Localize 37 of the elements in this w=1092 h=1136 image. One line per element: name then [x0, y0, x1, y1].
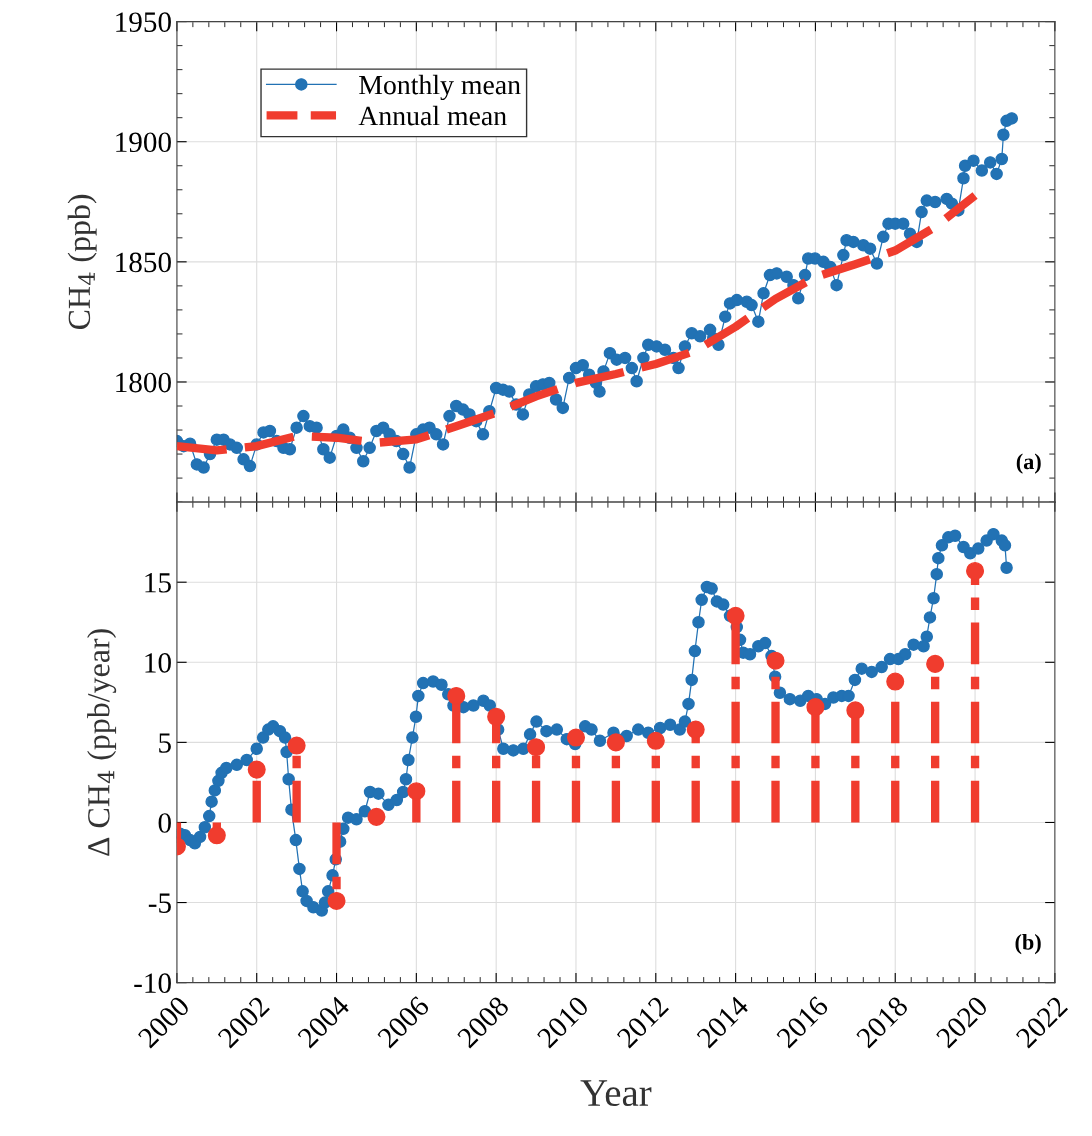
annotation: (b)	[1015, 934, 1041, 955]
y-axis-title: CH$_{4}$ (ppb)	[67, 194, 97, 330]
point	[566, 728, 586, 747]
legend-label: Annual mean	[358, 105, 507, 126]
y-tick-label: 15	[145, 573, 171, 593]
point	[487, 707, 506, 726]
y-tick-label: 1850	[116, 252, 171, 273]
point	[287, 736, 306, 755]
point	[407, 782, 426, 801]
annotation: (a)	[1016, 453, 1041, 474]
y-tick-label: -10	[134, 973, 171, 994]
point	[527, 738, 546, 757]
y-tick-label: 0	[158, 813, 171, 833]
y-tick-label: 1800	[116, 372, 171, 393]
point	[606, 733, 625, 752]
point	[646, 731, 665, 750]
point	[367, 807, 386, 826]
point	[207, 826, 226, 845]
y-tick-label: -5	[148, 893, 171, 913]
point	[886, 672, 905, 691]
point	[766, 651, 785, 670]
point	[726, 606, 745, 625]
point	[686, 720, 705, 739]
point	[926, 654, 945, 673]
y-tick-label: 1900	[116, 132, 171, 153]
point	[327, 891, 346, 910]
point	[806, 698, 825, 717]
x-axis-title: Year	[580, 1080, 652, 1107]
y-tick-label: 1950	[116, 12, 171, 32]
y-tick-label: 10	[145, 653, 171, 673]
point	[447, 686, 466, 705]
y-tick-label: 5	[159, 733, 171, 753]
point	[846, 701, 865, 720]
y-axis-title: Δ CH$_{4}$ (ppb/year)	[87, 629, 117, 856]
legend-label: Monthly mean	[359, 74, 521, 101]
point	[966, 561, 985, 581]
point	[247, 760, 266, 779]
